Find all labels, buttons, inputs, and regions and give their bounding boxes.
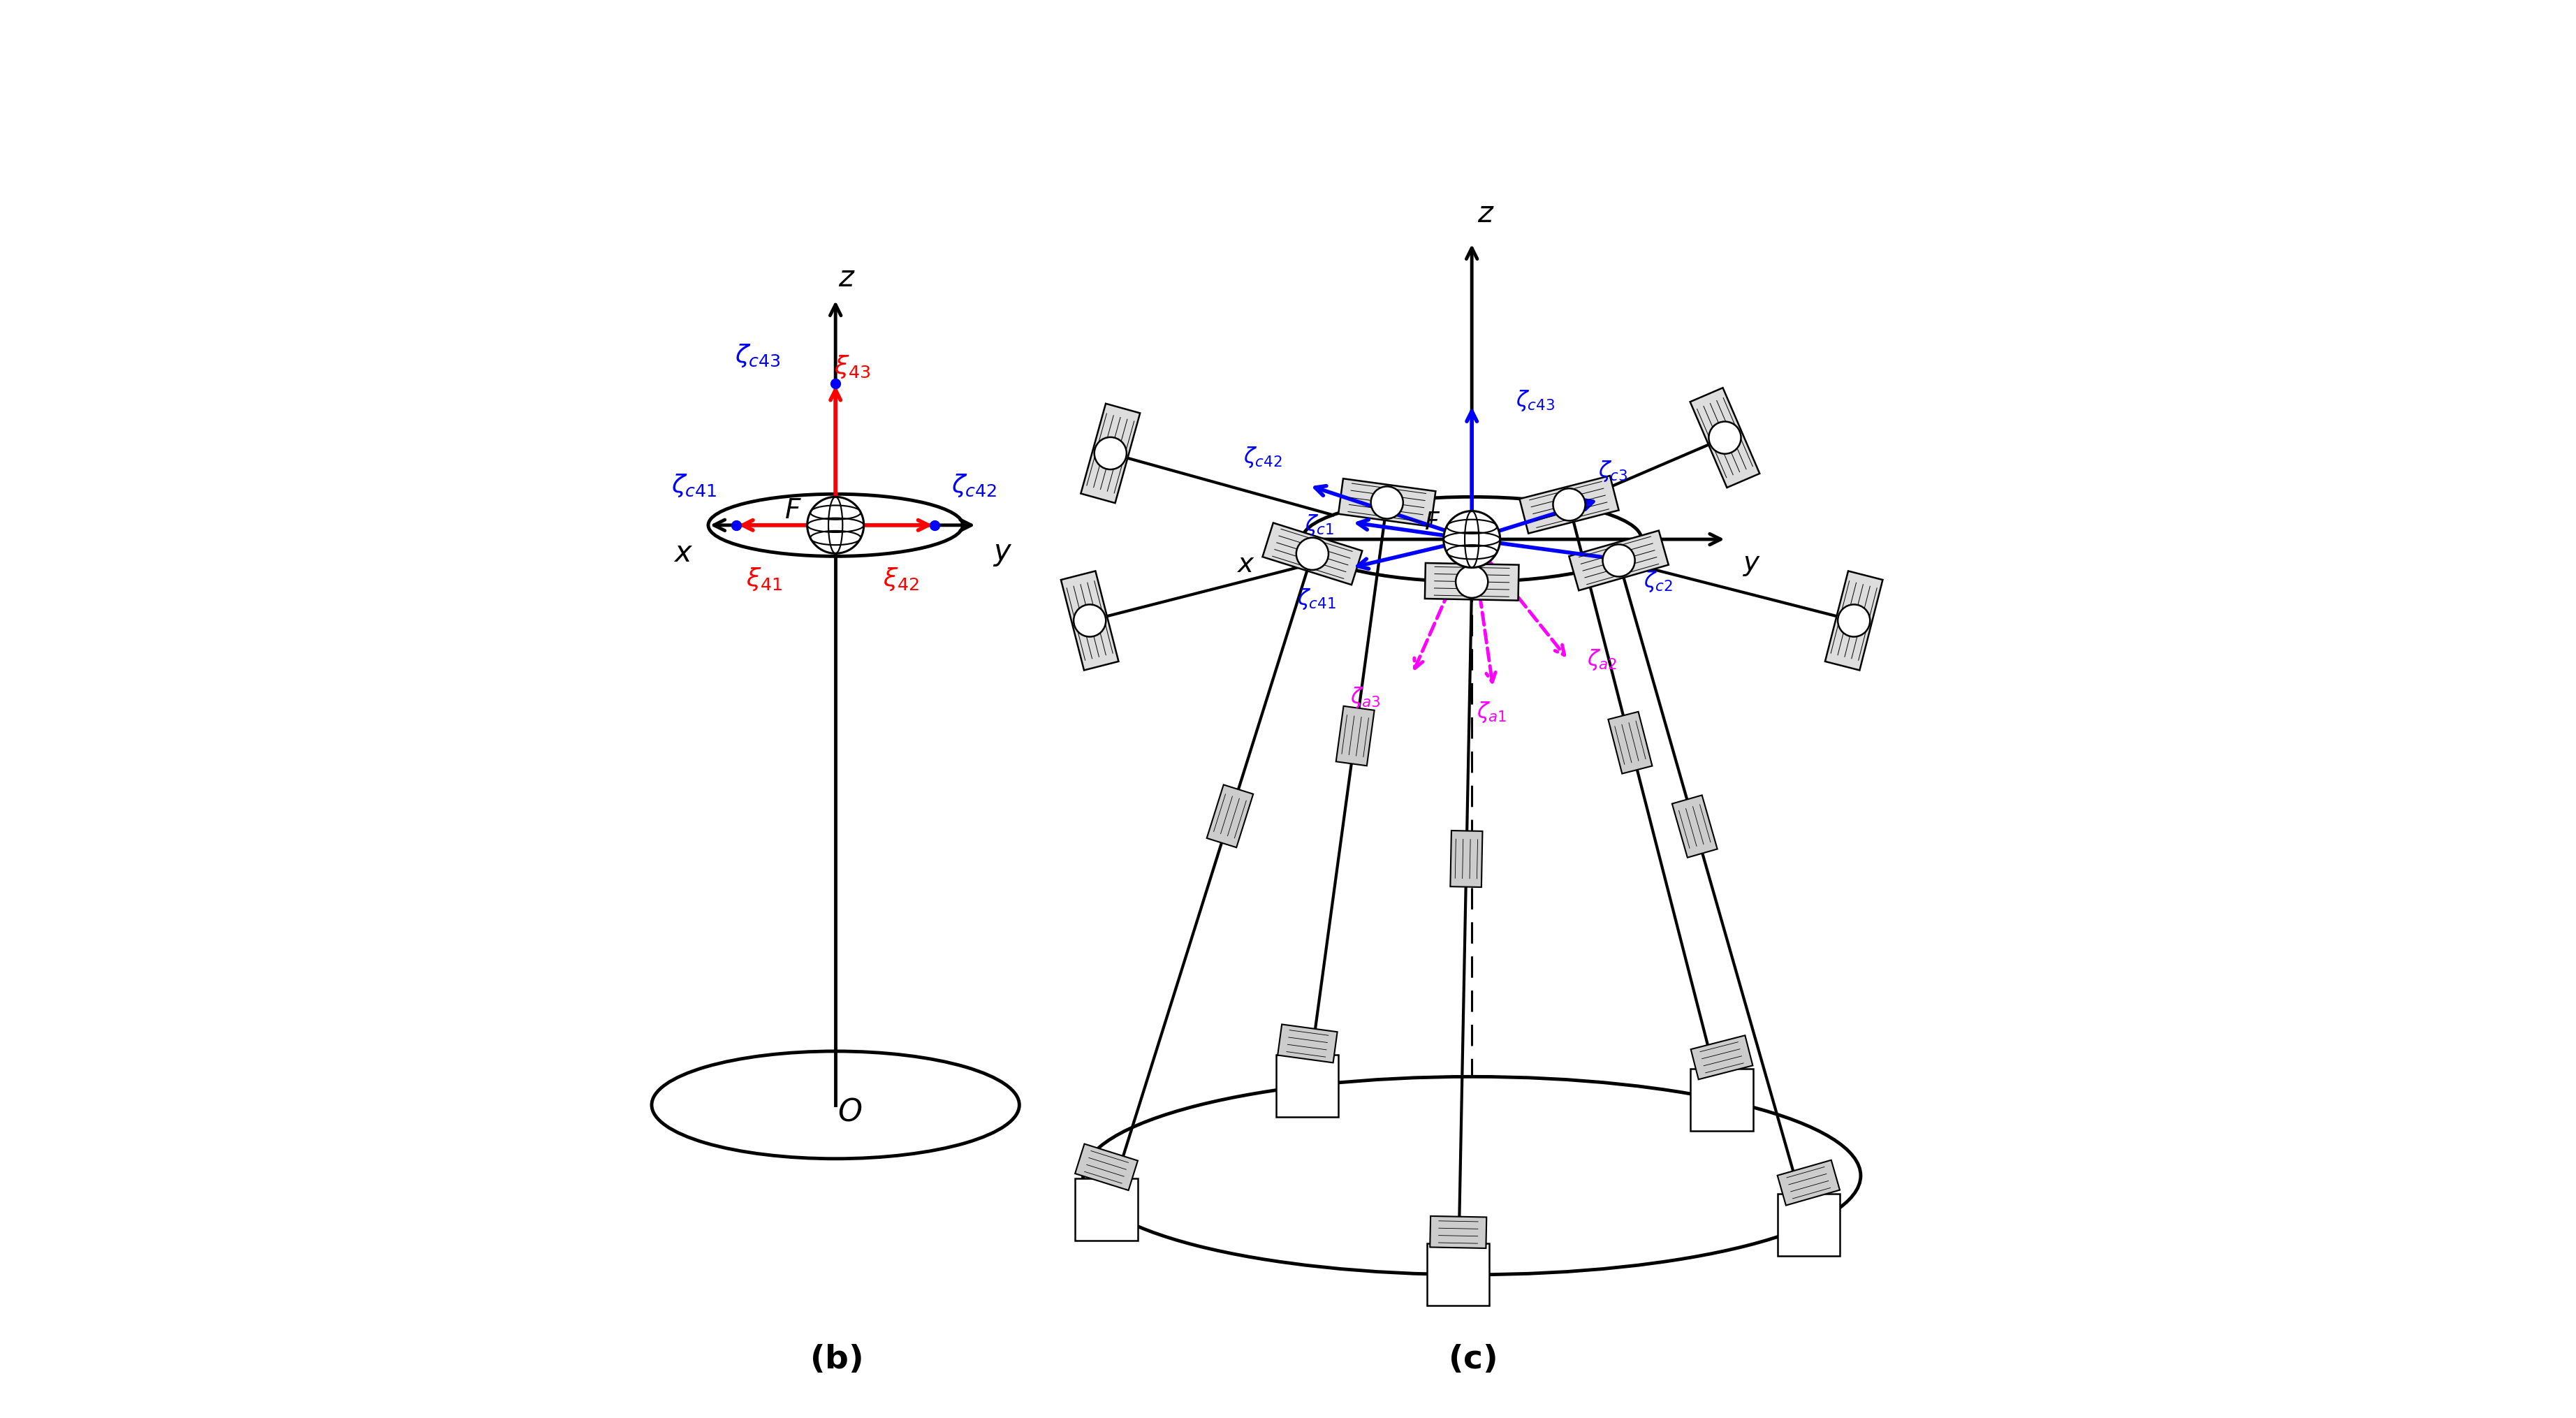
Polygon shape [1690,1035,1752,1079]
Text: $F$: $F$ [786,498,801,523]
Text: $\zeta_{c3}$: $\zeta_{c3}$ [1600,459,1628,484]
Text: $\zeta_{c42}$: $\zeta_{c42}$ [1244,445,1283,469]
Polygon shape [1450,831,1484,888]
Polygon shape [1690,387,1759,488]
Polygon shape [1607,712,1651,774]
Text: $\zeta_{c41}$: $\zeta_{c41}$ [1296,587,1337,611]
Circle shape [1602,545,1636,577]
Text: $z$: $z$ [837,262,855,292]
Circle shape [1708,421,1741,454]
Text: $z$: $z$ [1476,200,1494,228]
Circle shape [1837,604,1870,637]
Text: $\zeta_{c2}$: $\zeta_{c2}$ [1643,570,1674,594]
Text: $O$: $O$ [837,1098,863,1127]
Text: $\xi_{43}$: $\xi_{43}$ [835,353,871,380]
Text: $\mathbf{(b)}$: $\mathbf{(b)}$ [809,1344,863,1375]
Polygon shape [1262,523,1363,584]
Polygon shape [1074,1144,1139,1190]
Bar [1427,1244,1489,1306]
Text: $x$: $x$ [672,539,693,569]
Bar [1275,1055,1340,1117]
Circle shape [1370,486,1404,519]
Polygon shape [1278,1024,1337,1062]
Text: $\zeta_{a3}$: $\zeta_{a3}$ [1350,685,1381,710]
Bar [1777,1194,1839,1256]
Polygon shape [1824,571,1883,671]
Polygon shape [1520,475,1618,533]
Bar [1074,1178,1139,1241]
Text: $\mathbf{(c)}$: $\mathbf{(c)}$ [1448,1344,1497,1375]
Polygon shape [1430,1217,1486,1248]
Circle shape [1296,537,1329,570]
Polygon shape [1082,404,1141,503]
Text: $\zeta_{c43}$: $\zeta_{c43}$ [1515,389,1556,413]
Polygon shape [1777,1160,1839,1205]
Bar [1690,1069,1752,1132]
Text: $\xi_{42}$: $\xi_{42}$ [884,566,920,593]
Circle shape [1443,510,1499,567]
Circle shape [1553,488,1584,520]
Circle shape [1095,437,1126,469]
Text: $y$: $y$ [1741,552,1762,577]
Text: $y$: $y$ [992,539,1012,569]
Text: $\zeta_{c43}$: $\zeta_{c43}$ [734,342,781,369]
Text: $\zeta_{a1}$: $\zeta_{a1}$ [1476,699,1507,725]
Polygon shape [1340,479,1435,526]
Polygon shape [1425,563,1520,600]
Text: $x$: $x$ [1236,552,1255,577]
Text: $\zeta_{c1}$: $\zeta_{c1}$ [1303,513,1334,537]
Text: $\zeta_{c41}$: $\zeta_{c41}$ [672,472,716,499]
Text: $\zeta_{c42}$: $\zeta_{c42}$ [951,472,997,499]
Polygon shape [1061,571,1118,671]
Circle shape [1074,604,1105,637]
Polygon shape [1206,784,1252,848]
Text: $F$: $F$ [1425,510,1440,535]
Text: $\xi_{41}$: $\xi_{41}$ [747,566,783,593]
Polygon shape [1337,706,1376,766]
Polygon shape [1569,530,1669,590]
Circle shape [1455,566,1489,598]
Text: $\zeta_{a2}$: $\zeta_{a2}$ [1587,647,1618,672]
Circle shape [806,496,863,553]
Polygon shape [1672,795,1718,858]
